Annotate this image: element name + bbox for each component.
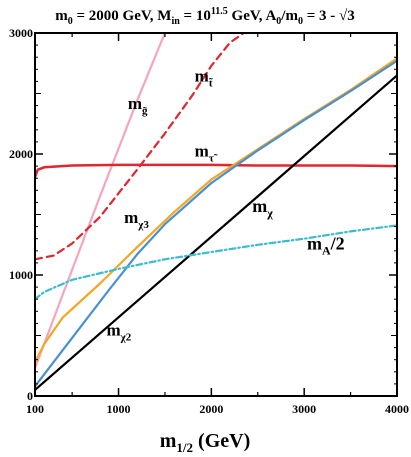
axis-ticks: 100 1000 2000 3000 4000 0 1000 2000 3000 xyxy=(9,26,409,416)
series-stau xyxy=(35,163,397,179)
series-chi xyxy=(35,74,397,391)
title-text: m0 = 2000 GeV, Min = 1011.5 GeV, A0/m0 =… xyxy=(55,6,354,27)
x-tick-label: 3000 xyxy=(292,402,316,416)
x-tick-label: 2000 xyxy=(199,402,223,416)
label-chi3: mχ3 xyxy=(124,208,149,231)
x-axis-label: m1/2 (GeV) xyxy=(160,430,251,455)
label-stau: mτ̃ xyxy=(195,141,218,164)
x-axis-title: m1/2 (GeV) xyxy=(160,430,251,455)
label-chi: mχ xyxy=(252,196,273,220)
series-layer xyxy=(35,33,397,391)
label-mA2: mA/2 xyxy=(307,234,345,258)
label-gluino: mg̃ xyxy=(128,94,148,117)
chart-title: m0 = 2000 GeV, Min = 1011.5 GeV, A0/m0 =… xyxy=(55,6,354,27)
series-mA2 xyxy=(35,224,397,301)
series-stop xyxy=(35,33,245,261)
label-chi2: mχ2 xyxy=(106,321,131,344)
label-stop: mt̃ xyxy=(195,66,213,89)
x-tick-label: 1000 xyxy=(107,402,131,416)
x-tick-label: 100 xyxy=(26,402,44,416)
y-tick-label: 1000 xyxy=(9,268,33,282)
x-tick-label: 4000 xyxy=(385,402,409,416)
series-chi2 xyxy=(35,59,397,388)
curve-labels: mg̃ mt̃ mτ̃ mχ3 mχ2 mχ mA/2 xyxy=(106,66,344,343)
y-tick-label: 2000 xyxy=(9,147,33,161)
y-tick-label: 3000 xyxy=(9,26,33,40)
y-tick-label: 0 xyxy=(27,389,33,403)
series-gluino xyxy=(35,33,166,370)
